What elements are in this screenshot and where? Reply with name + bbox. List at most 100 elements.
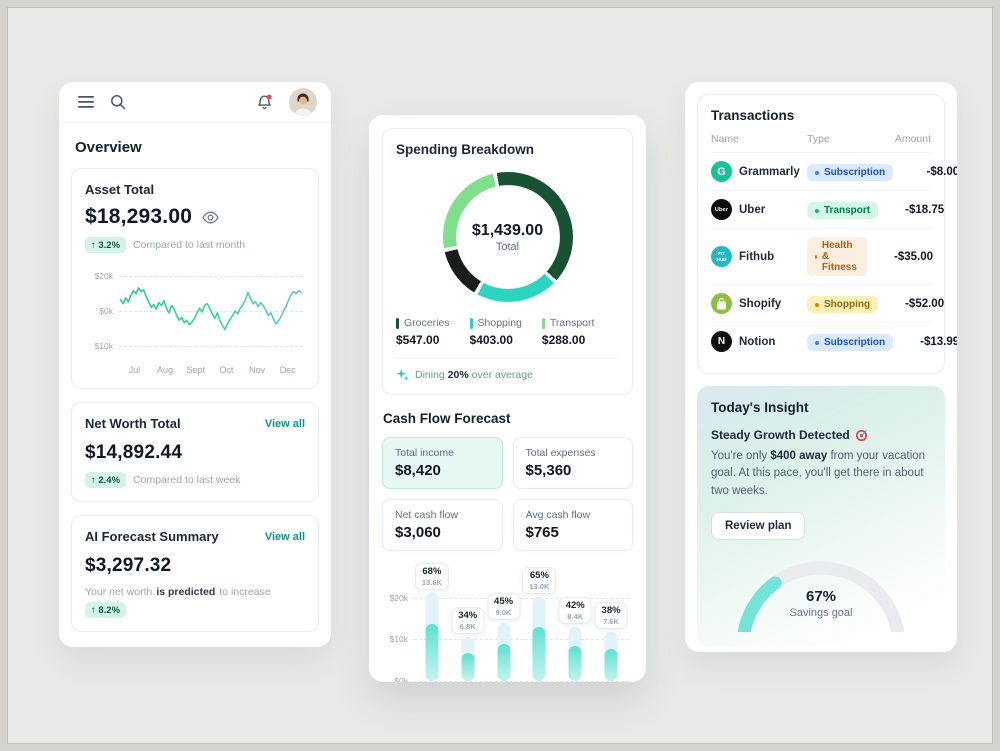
spending-donut-chart: $1,439.00 Total xyxy=(442,172,573,302)
bar xyxy=(568,646,582,681)
gauge-label: Savings goal xyxy=(789,606,853,619)
uber-logo-icon: Uber xyxy=(711,199,732,220)
savings-gauge: 67% Savings goal xyxy=(721,544,921,646)
bar-group: 65% 13.0K xyxy=(521,567,557,681)
transaction-row[interactable]: G Grammarly Subscription -$8.00 xyxy=(711,152,957,190)
gridline xyxy=(414,681,629,682)
net-worth-title: Net Worth Total xyxy=(85,416,181,431)
month-label: Jul xyxy=(128,365,141,375)
tile-value: $5,360 xyxy=(525,462,572,479)
cashflow-tiles: Total income $8,420 Total expenses $5,360 Ne… xyxy=(382,437,633,551)
asset-line-chart: $20k $0k $10k xyxy=(85,265,305,357)
bar-group: 34% 6.8K xyxy=(450,581,486,681)
month-label: Oct xyxy=(219,365,234,375)
notification-dot xyxy=(266,94,272,99)
asset-total-card: Asset Total $18,293.00 ↑ 3.2% Compared t… xyxy=(71,168,319,389)
ai-forecast-badge: ↑ 8.2% xyxy=(85,602,127,618)
spending-breakdown-card: Spending Breakdown $1,439.00 Total Groce… xyxy=(382,128,633,395)
asset-total-value: $18,293.00 xyxy=(85,205,193,228)
column-header-type: Type xyxy=(807,133,830,145)
transaction-type-badge: Health & Fitness xyxy=(807,237,868,276)
tile-value: $3,060 xyxy=(395,524,441,541)
spending-legend: Groceries $547.00 Shopping $403.00 Transport… xyxy=(396,317,619,347)
fithub-logo-icon: FIT HUB xyxy=(711,246,732,267)
transaction-amount: -$35.00 xyxy=(894,250,934,263)
y-axis-label: $0k xyxy=(99,306,113,316)
tile-label: Total income xyxy=(395,447,454,459)
gridline xyxy=(119,276,303,278)
transaction-amount: -$52.00 xyxy=(905,297,945,310)
notifications-bell-icon[interactable] xyxy=(251,89,277,115)
transaction-type-badge: Subscription xyxy=(807,164,894,182)
transaction-type-badge: Transport xyxy=(807,202,879,220)
legend-item: Transport $288.00 xyxy=(541,317,595,347)
transactions-insight-panel: Transactions Name Type Amount G Grammarly… xyxy=(685,82,957,652)
spending-title: Spending Breakdown xyxy=(396,142,535,157)
bar-value-label: 38% 7.6K xyxy=(594,601,628,629)
page-title: Overview xyxy=(75,139,142,156)
avatar[interactable] xyxy=(289,88,317,116)
insight-body: You're only $400 away from your vacation… xyxy=(711,450,926,497)
ai-forecast-view-all-link[interactable]: View all xyxy=(264,530,305,543)
stat-tile[interactable]: Avg cash flow $765 xyxy=(512,499,633,551)
legend-swatch xyxy=(396,317,399,329)
y-axis-label: $20k xyxy=(94,271,113,282)
bar xyxy=(425,624,439,681)
review-plan-button[interactable]: Review plan xyxy=(711,511,806,540)
bar-value-label: 45% 9.0K xyxy=(487,592,521,620)
bar xyxy=(497,643,511,681)
grammarly-logo-icon: G xyxy=(711,161,732,182)
transaction-row[interactable]: Shopify Shopping -$52.00 xyxy=(711,284,944,322)
asset-change-badge: ↑ 3.2% xyxy=(85,237,127,253)
transactions-card: Transactions Name Type Amount G Grammarly… xyxy=(697,94,957,374)
y-axis-label: $0k xyxy=(394,676,408,682)
bar xyxy=(604,649,618,681)
ai-forecast-card: AI Forecast Summary View all $3,297.32 Y… xyxy=(71,515,319,632)
bar-value-label: 65% 13.0K xyxy=(522,567,557,594)
column-header-amount: Amount xyxy=(894,133,931,145)
legend-label: Transport xyxy=(549,317,595,329)
tile-label: Net cash flow xyxy=(395,509,459,521)
gridline xyxy=(414,598,629,599)
asset-change-note: Compared to last month xyxy=(133,239,246,251)
transaction-amount: -$8.00 xyxy=(926,165,957,178)
transaction-row[interactable]: FIT HUB Fithub Health & Fitness -$35.00 xyxy=(711,228,934,284)
stat-tile[interactable]: Total expenses $5,360 xyxy=(512,437,633,489)
legend-value: $403.00 xyxy=(469,333,513,347)
stat-tile[interactable]: Net cash flow $3,060 xyxy=(382,499,503,551)
eye-icon[interactable] xyxy=(200,207,220,227)
net-worth-view-all-link[interactable]: View all xyxy=(264,417,305,430)
transaction-name: Notion xyxy=(739,335,776,348)
bar-group: 42% 8.4K xyxy=(557,581,593,681)
bar-group: 45% 9.0K xyxy=(486,581,522,681)
transaction-row[interactable]: N Notion Subscription -$13.99 xyxy=(711,322,957,360)
net-worth-change-badge: ↑ 2.4% xyxy=(85,472,127,488)
insight-headline: Steady Growth Detected xyxy=(711,428,931,442)
legend-value: $547.00 xyxy=(396,333,440,347)
net-worth-card: Net Worth Total View all $14,892.44 ↑ 2.… xyxy=(71,402,319,502)
column-header-name: Name xyxy=(711,133,740,145)
gauge-percent: 67% xyxy=(805,587,837,605)
x-axis-months: Jul Aug Sept Oct Nov Dec xyxy=(119,365,303,375)
hamburger-menu-icon[interactable] xyxy=(73,89,99,115)
transaction-amount: -$13.99 xyxy=(920,335,957,348)
tile-label: Total expenses xyxy=(525,447,596,459)
asset-total-title: Asset Total xyxy=(85,182,155,197)
transactions-header-row: Name Type Amount xyxy=(711,133,931,152)
bar xyxy=(461,652,475,681)
top-nav xyxy=(59,82,331,123)
transaction-row[interactable]: Uber Uber Transport -$18.75 xyxy=(711,190,944,228)
net-worth-change-note: Compared to last week xyxy=(133,474,241,486)
tile-value: $8,420 xyxy=(395,462,441,479)
legend-label: Groceries xyxy=(404,317,450,329)
y-axis-label: $10k xyxy=(389,634,408,645)
gridline xyxy=(414,639,629,641)
search-icon[interactable] xyxy=(105,89,131,115)
donut-total-value: $1,439.00 xyxy=(471,221,544,239)
overview-panel: Overview Asset Total $18,293.00 ↑ 3.2% C… xyxy=(59,82,331,647)
shopify-logo-icon xyxy=(711,293,732,314)
notion-logo-icon: N xyxy=(711,331,732,352)
stat-tile[interactable]: Total income $8,420 xyxy=(382,437,503,489)
transaction-name: Uber xyxy=(739,203,766,216)
bar-value-label: 68% 13.6K xyxy=(414,563,449,591)
